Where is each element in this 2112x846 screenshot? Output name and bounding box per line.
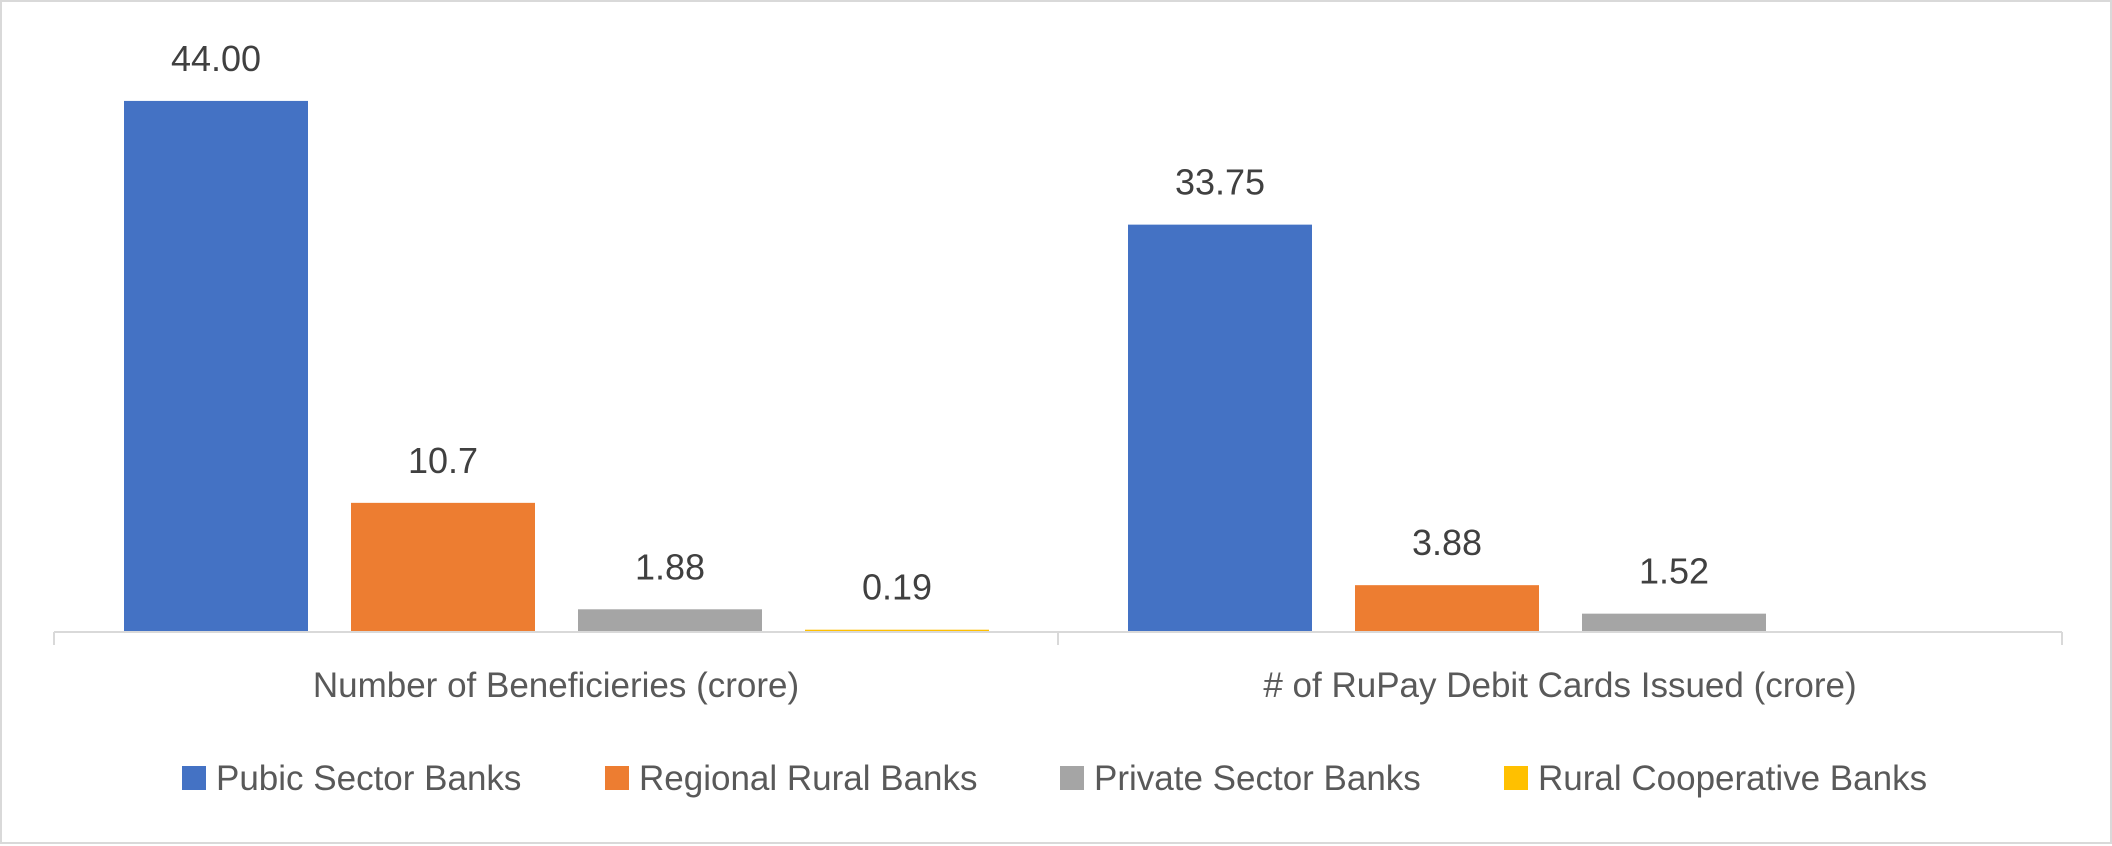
bar-rural-cooperative-banks-1	[805, 629, 989, 632]
legend-swatch-private-sector-banks	[1060, 766, 1084, 790]
bar-private-sector-banks-1	[578, 609, 762, 632]
bar-pubic-sector-banks-1	[124, 100, 308, 633]
legend-label-private-sector-banks: Private Sector Banks	[1094, 759, 1421, 798]
x-axis	[53, 631, 2063, 645]
bar-regional-rural-banks-2	[1355, 585, 1539, 632]
data-label-regional-rural-banks-1: 10.7	[408, 440, 478, 481]
legend: Pubic Sector Banks Regional Rural Banks Pr…	[182, 759, 1927, 798]
bar-pubic-sector-banks-2	[1128, 224, 1312, 632]
legend-item-regional-rural-banks: Regional Rural Banks	[605, 759, 978, 798]
bars-group	[124, 100, 1766, 633]
data-label-private-sector-banks-1: 1.88	[635, 546, 705, 587]
category-label-2: # of RuPay Debit Cards Issued (crore)	[1263, 666, 1856, 705]
legend-swatch-rural-cooperative-banks	[1504, 766, 1528, 790]
legend-item-rural-cooperative-banks: Rural Cooperative Banks	[1504, 759, 1927, 798]
value-labels-group: 44.00 10.7 1.88 0.19 33.75 3.88 1.52	[171, 38, 1709, 608]
data-label-private-sector-banks-2: 1.52	[1639, 551, 1709, 592]
legend-item-pubic-sector-banks: Pubic Sector Banks	[182, 759, 521, 798]
bar-regional-rural-banks-1	[351, 502, 535, 632]
legend-swatch-regional-rural-banks	[605, 766, 629, 790]
data-label-rural-cooperative-banks-1: 0.19	[862, 567, 932, 608]
data-label-pubic-sector-banks-1: 44.00	[171, 38, 261, 79]
legend-item-private-sector-banks: Private Sector Banks	[1060, 759, 1421, 798]
bar-private-sector-banks-2	[1582, 613, 1766, 632]
data-label-pubic-sector-banks-2: 33.75	[1175, 162, 1265, 203]
legend-label-pubic-sector-banks: Pubic Sector Banks	[216, 759, 521, 798]
data-label-regional-rural-banks-2: 3.88	[1412, 522, 1482, 563]
legend-swatch-pubic-sector-banks	[182, 766, 206, 790]
category-labels-group: Number of Beneficieries (crore) # of RuPa…	[313, 666, 1857, 705]
category-label-1: Number of Beneficieries (crore)	[313, 666, 799, 705]
legend-label-rural-cooperative-banks: Rural Cooperative Banks	[1538, 759, 1927, 798]
legend-label-regional-rural-banks: Regional Rural Banks	[639, 759, 978, 798]
